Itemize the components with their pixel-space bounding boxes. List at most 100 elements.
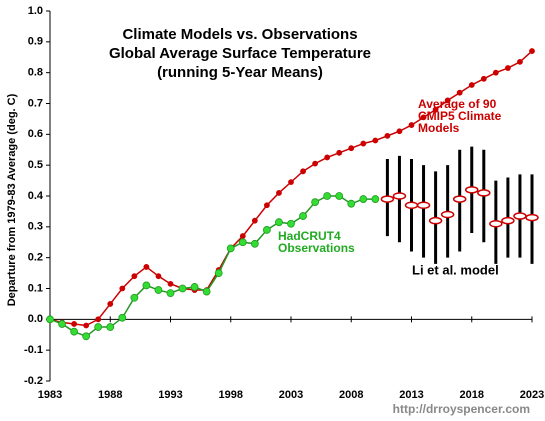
point [529,48,535,54]
y-tick-label: 0.3 [28,221,43,233]
point [155,273,162,280]
model-marker [525,213,539,222]
point [408,122,415,128]
point [238,238,247,247]
x-tick-label: 2023 [520,389,544,401]
point [300,168,306,175]
y-tick-label: 0.4 [28,190,44,202]
point [456,89,463,96]
point [226,244,235,253]
point [360,140,367,147]
point [359,195,368,203]
y-tick-label: -0.1 [24,344,43,356]
point [262,226,271,234]
point [468,82,475,88]
point [166,289,175,298]
point [263,202,270,209]
point [323,192,332,200]
y-tick-label: 1.0 [28,5,43,17]
chart-title: Climate Models vs. Observations [122,26,357,43]
point [167,280,174,287]
point [94,323,103,331]
point [504,65,511,71]
point [142,281,151,290]
x-tick-label: 1983 [38,389,62,401]
point [83,322,90,329]
point [287,219,295,228]
model-marker [489,220,503,228]
model-marker [380,195,395,203]
point [312,160,319,167]
model-marker [513,212,527,220]
point [130,293,139,302]
point [131,273,138,280]
point [118,313,127,322]
model-marker [477,189,491,197]
model-marker [416,201,431,209]
model-marker [501,216,515,225]
point [143,264,150,270]
point [58,320,66,328]
point [275,218,283,227]
point [95,316,102,323]
point [107,301,114,307]
annotation: Models [418,121,460,135]
model-marker [428,216,443,225]
point [178,284,187,293]
point [250,239,259,248]
point [348,145,355,152]
x-tick-label: 2008 [339,389,363,401]
point [371,195,380,203]
x-tick-label: 1993 [158,389,182,401]
x-tick-label: 2018 [460,389,484,401]
point [251,217,258,224]
series-line [49,195,376,338]
model-marker [465,186,479,194]
point [517,58,523,65]
y-tick-label: 0.0 [28,313,43,325]
point [46,315,54,324]
point [420,114,427,121]
chart-title: (running 5-Year Means) [157,64,323,81]
point [372,137,379,144]
annotation: HadCRUT4 [278,229,341,243]
y-tick-label: 0.8 [28,67,43,79]
point [299,212,307,220]
y-tick-label: -0.2 [24,375,43,387]
point [311,198,320,207]
point [119,285,126,292]
point [324,154,331,161]
point [82,332,91,341]
x-tick-label: 2013 [399,389,423,401]
point [480,75,487,82]
point [288,179,294,186]
point [71,321,77,327]
y-axis-label: Departure from 1979-83 Average (deg. C) [6,93,18,306]
point [106,323,115,331]
point [214,269,223,277]
point [190,283,199,291]
x-tick-label: 2003 [279,389,303,401]
point [202,287,211,296]
model-marker [440,210,455,219]
point [335,192,344,200]
point [492,69,499,76]
chart-title: Global Average Surface Temperature [109,45,371,62]
annotation: Average of 90 [418,97,497,111]
model-marker [392,192,407,200]
point [70,327,78,336]
y-tick-label: 0.5 [28,159,43,171]
point [347,199,356,208]
x-tick-label: 1988 [98,389,122,401]
annotation: Observations [278,241,355,255]
x-tick-label: 1998 [219,389,243,401]
annotation: CMIP5 Climate [418,109,502,123]
point [384,132,391,139]
y-tick-label: 0.6 [28,128,43,140]
y-tick-label: 0.2 [28,252,43,264]
point [154,286,163,294]
source: http://drroyspencer.com [393,402,530,416]
annotation: Li et al. model [412,262,499,277]
point [276,190,282,196]
